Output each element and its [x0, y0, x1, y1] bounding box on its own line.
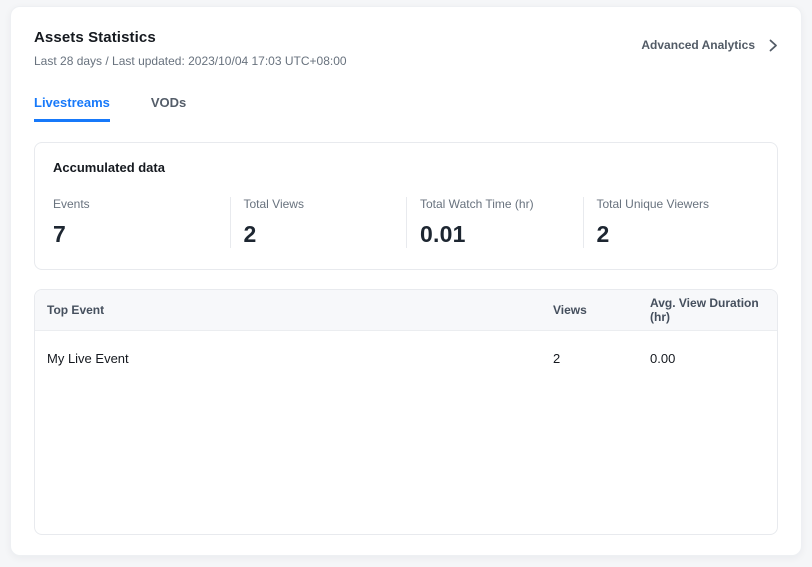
stat-total-watch-time: Total Watch Time (hr) 0.01: [406, 197, 583, 248]
stat-total-unique-viewers: Total Unique Viewers 2: [582, 197, 760, 248]
accumulated-data-title: Accumulated data: [53, 160, 165, 175]
stat-value: 2: [596, 221, 610, 247]
stats-row: Events 7 Total Views 2 Total Watch Time …: [53, 197, 759, 248]
last-updated-text: Last 28 days / Last updated: 2023/10/04 …: [34, 54, 347, 68]
stat-value: 0.01: [420, 221, 466, 247]
page-title: Assets Statistics: [34, 29, 156, 46]
stat-label: Total Unique Viewers: [596, 197, 710, 211]
stat-label: Events: [53, 197, 90, 211]
advanced-analytics-link[interactable]: Advanced Analytics: [641, 38, 778, 52]
asset-type-tabs: Livestreams VODs: [34, 95, 778, 122]
column-header-avg-view-duration: Avg. View Duration (hr): [650, 296, 759, 324]
advanced-analytics-label: Advanced Analytics: [641, 38, 755, 52]
stat-value: 2: [243, 221, 257, 247]
cell-avg-view-duration: 0.00: [650, 351, 676, 366]
panel-header-text: Assets Statistics Last 28 days / Last up…: [34, 29, 347, 68]
column-header-top-event: Top Event: [47, 303, 105, 317]
tab-livestreams[interactable]: Livestreams: [34, 95, 110, 122]
table-header-row: Top Event Views Avg. View Duration (hr): [35, 290, 777, 331]
chevron-right-icon: [769, 39, 777, 51]
stat-label: Total Views: [243, 197, 304, 211]
top-event-table-card: Top Event Views Avg. View Duration (hr) …: [34, 289, 778, 535]
table-row[interactable]: My Live Event 2 0.00: [35, 331, 777, 384]
accumulated-data-card: Accumulated data Events 7 Total Views 2 …: [34, 142, 778, 270]
stat-events: Events 7: [53, 197, 230, 248]
cell-event-name: My Live Event: [47, 351, 129, 366]
panel-header: Assets Statistics Last 28 days / Last up…: [34, 29, 778, 68]
column-header-views: Views: [553, 303, 587, 317]
stat-label: Total Watch Time (hr): [420, 197, 534, 211]
stat-total-views: Total Views 2: [229, 197, 407, 248]
assets-statistics-panel: Assets Statistics Last 28 days / Last up…: [10, 6, 802, 556]
cell-views: 2: [553, 351, 561, 366]
tab-vods[interactable]: VODs: [150, 95, 187, 110]
stat-value: 7: [53, 221, 66, 247]
